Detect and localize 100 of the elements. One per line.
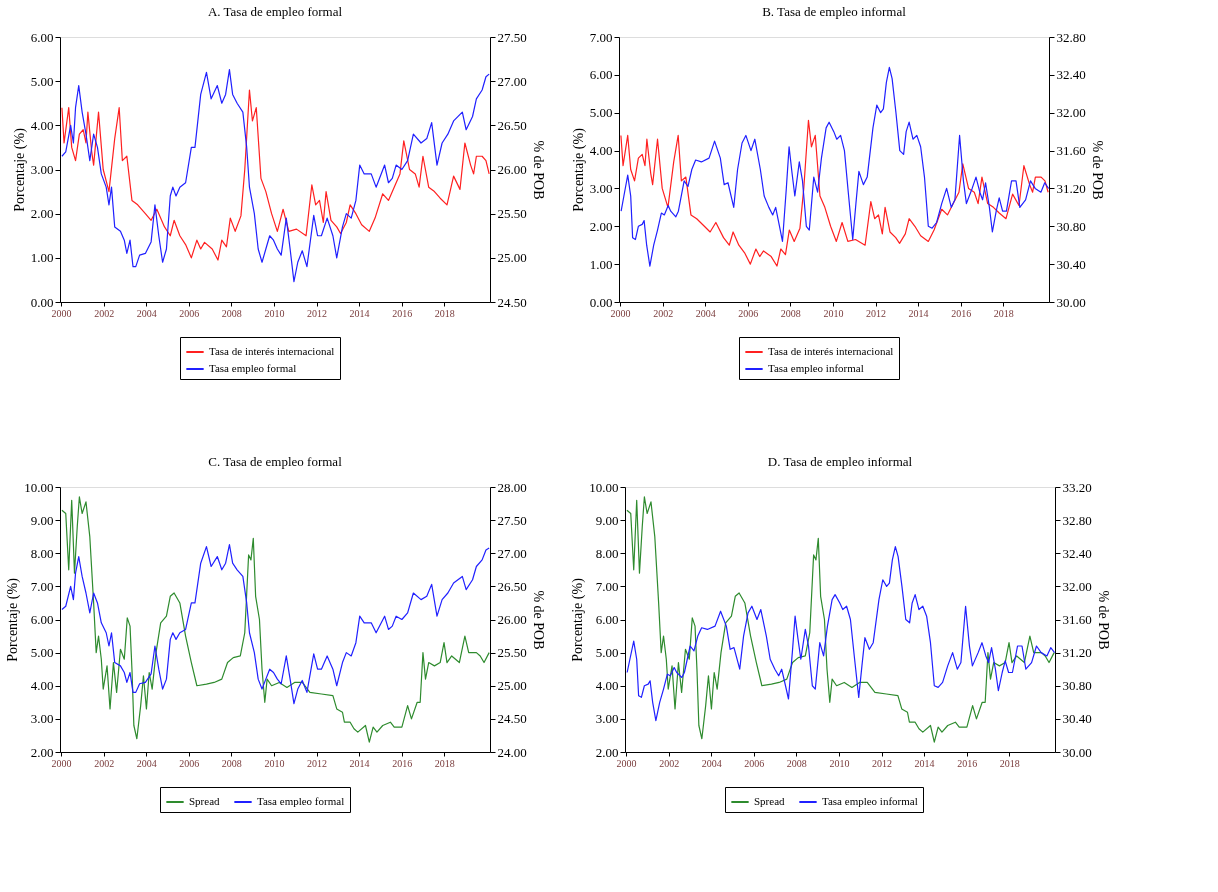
x-tick-label: 2002 xyxy=(94,757,115,769)
x-tick-label: 2004 xyxy=(695,307,716,319)
line-series xyxy=(620,66,1049,267)
y-tick-label: 10.00 xyxy=(589,479,619,495)
y-tick-label: 6.00 xyxy=(595,612,619,627)
y2-tick-label: 30.80 xyxy=(1062,678,1092,694)
y-tick-label: 7.00 xyxy=(595,578,619,594)
x-tick-label: 2012 xyxy=(872,757,893,769)
y2-tick-label: 25.50 xyxy=(497,206,527,222)
y-tick-label: 6.00 xyxy=(30,612,54,627)
y2-tick-label: 25.50 xyxy=(497,645,527,661)
x-tick-label: 2008 xyxy=(786,757,807,769)
y-tick-label: 9.00 xyxy=(595,512,619,528)
x-tick-label: 2014 xyxy=(908,307,929,319)
y2-axis-title: % de POB xyxy=(1089,140,1105,200)
y2-tick-label: 30.00 xyxy=(1062,744,1092,760)
x-tick-label: 2008 xyxy=(221,307,242,319)
x-tick-label: 2006 xyxy=(744,757,765,769)
line-series xyxy=(61,89,490,261)
x-tick-label: 2010 xyxy=(264,757,285,769)
y-tick-label: 3.00 xyxy=(30,711,54,727)
legend-label: Tasa de interés internacional xyxy=(768,345,894,357)
y2-tick-label: 32.40 xyxy=(1056,67,1086,83)
x-tick-label: 2016 xyxy=(392,307,413,319)
y2-tick-label: 31.60 xyxy=(1056,143,1086,159)
line-series xyxy=(626,546,1055,722)
x-tick-label: 2004 xyxy=(136,757,157,769)
y2-tick-label: 32.00 xyxy=(1062,578,1092,594)
y-tick-label: 5.00 xyxy=(595,645,619,661)
y-tick-label: 4.00 xyxy=(30,117,54,133)
x-tick-label: 2014 xyxy=(349,757,370,769)
y-tick-label: 7.00 xyxy=(589,29,613,45)
y-tick-label: 8.00 xyxy=(30,545,54,561)
y2-tick-label: 32.00 xyxy=(1056,105,1086,121)
y-tick-label: 7.00 xyxy=(30,578,54,594)
y-tick-label: 5.00 xyxy=(30,645,54,661)
x-tick-label: 2004 xyxy=(701,757,722,769)
y2-tick-label: 30.00 xyxy=(1056,294,1086,310)
y-axis-title: Porcentaje (%) xyxy=(570,127,587,212)
x-tick-label: 2006 xyxy=(179,307,200,319)
x-tick-label: 2018 xyxy=(999,757,1020,769)
y-tick-label: 4.00 xyxy=(30,678,54,694)
x-tick-label: 2012 xyxy=(866,307,887,319)
x-tick-label: 2006 xyxy=(738,307,759,319)
y2-tick-label: 33.20 xyxy=(1062,479,1092,495)
y-tick-label: 2.00 xyxy=(595,744,619,760)
y2-tick-label: 27.50 xyxy=(497,29,527,45)
chart-title: C. Tasa de empleo formal xyxy=(208,454,343,469)
y2-tick-label: 32.80 xyxy=(1056,29,1086,45)
x-tick-label: 2016 xyxy=(392,757,413,769)
chart-title: A. Tasa de empleo formal xyxy=(207,4,343,19)
line-series xyxy=(61,69,490,283)
y2-tick-label: 24.50 xyxy=(497,294,527,310)
x-tick-label: 2008 xyxy=(780,307,801,319)
y-tick-label: 3.00 xyxy=(595,711,619,727)
x-tick-label: 2018 xyxy=(434,757,455,769)
y-tick-label: 0.00 xyxy=(30,294,54,310)
y2-axis-title: % de POB xyxy=(1095,590,1111,650)
y2-tick-label: 28.00 xyxy=(497,479,527,495)
line-series xyxy=(61,544,490,705)
y2-tick-label: 24.50 xyxy=(497,711,527,727)
y-axis-title: Porcentaje (%) xyxy=(570,577,587,662)
y-tick-label: 5.00 xyxy=(589,105,613,121)
x-tick-label: 2010 xyxy=(264,307,285,319)
legend-label: Spread xyxy=(754,795,786,807)
x-tick-label: 2010 xyxy=(829,757,850,769)
y2-tick-label: 26.00 xyxy=(497,612,527,627)
y2-tick-label: 31.20 xyxy=(1062,645,1092,661)
y-tick-label: 3.00 xyxy=(589,180,613,196)
x-tick-label: 2008 xyxy=(221,757,242,769)
line-series xyxy=(61,496,490,743)
y2-tick-label: 32.40 xyxy=(1062,545,1092,561)
chart-title: B. Tasa de empleo informal xyxy=(762,4,907,19)
y2-tick-label: 26.50 xyxy=(497,117,527,133)
y-axis-title: Porcentaje (%) xyxy=(5,577,22,662)
x-tick-label: 2000 xyxy=(610,307,631,319)
y2-tick-label: 26.00 xyxy=(497,162,527,177)
x-tick-label: 2012 xyxy=(307,757,328,769)
y2-tick-label: 25.00 xyxy=(497,250,527,266)
x-tick-label: 2000 xyxy=(51,757,72,769)
y-tick-label: 2.00 xyxy=(30,206,54,222)
y-tick-label: 2.00 xyxy=(30,744,54,760)
x-tick-label: 2010 xyxy=(823,307,844,319)
legend-label: Tasa empleo informal xyxy=(768,362,864,374)
x-tick-label: 2002 xyxy=(94,307,115,319)
y-axis-title: Porcentaje (%) xyxy=(11,127,28,212)
y-tick-label: 6.00 xyxy=(589,67,613,83)
y2-tick-label: 30.80 xyxy=(1056,218,1086,234)
y2-tick-label: 24.00 xyxy=(497,744,527,760)
x-tick-label: 2000 xyxy=(616,757,637,769)
x-tick-label: 2000 xyxy=(51,307,72,319)
y2-tick-label: 27.50 xyxy=(497,512,527,528)
y-tick-label: 6.00 xyxy=(30,29,54,45)
x-tick-label: 2002 xyxy=(659,757,680,769)
legend-label: Spread xyxy=(189,795,221,807)
y-tick-label: 8.00 xyxy=(595,545,619,561)
x-tick-label: 2018 xyxy=(993,307,1014,319)
y-tick-label: 0.00 xyxy=(589,294,613,310)
y-tick-label: 3.00 xyxy=(30,162,54,177)
y2-tick-label: 26.50 xyxy=(497,578,527,594)
